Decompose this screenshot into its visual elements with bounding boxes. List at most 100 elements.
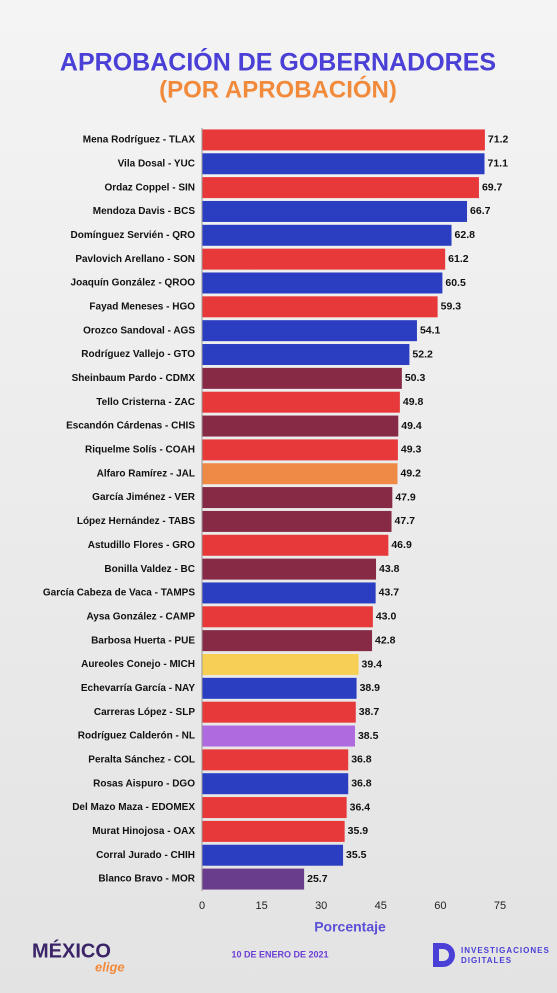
bar xyxy=(202,320,417,342)
y-tick-label: Escandón Cárdenas - CHIS xyxy=(66,421,195,432)
y-tick-label: Rodríguez Vallejo - GTO xyxy=(81,349,195,360)
bar xyxy=(202,844,344,866)
x-tick-label: 15 xyxy=(255,900,267,912)
y-tick-label: Joaquín González - QROO xyxy=(71,278,196,289)
bar xyxy=(202,415,399,437)
y-tick-label: Pavlovich Arellano - SON xyxy=(75,254,195,265)
bar xyxy=(202,367,402,389)
x-tick-label: 75 xyxy=(494,900,506,912)
bar xyxy=(202,177,479,199)
bar xyxy=(202,344,410,366)
y-tick-label: Mendoza Davis - BCS xyxy=(93,206,196,217)
bar xyxy=(202,200,468,222)
logo-main: MÉXICO xyxy=(32,939,111,962)
y-tick-label: Barbosa Huerta - PUE xyxy=(91,635,195,646)
value-label: 71.1 xyxy=(488,158,509,170)
value-label: 36.8 xyxy=(351,754,372,766)
bar xyxy=(202,153,485,175)
value-label: 35.9 xyxy=(348,825,369,837)
y-tick-label: Murat Hinojosa - OAX xyxy=(92,826,195,837)
bar xyxy=(202,868,305,890)
value-label: 49.4 xyxy=(401,420,422,432)
y-tick-label: Ordaz Coppel - SIN xyxy=(104,182,195,193)
y-tick-label: García Jiménez - VER xyxy=(92,492,196,503)
value-label: 42.8 xyxy=(375,634,396,646)
value-label: 71.2 xyxy=(488,134,509,146)
bar xyxy=(202,749,349,771)
x-tick-label: 60 xyxy=(434,900,446,912)
y-tick-label: Peralta Sánchez - COL xyxy=(88,755,195,766)
value-label: 46.9 xyxy=(391,539,412,551)
bar xyxy=(202,248,446,270)
chart-subtitle: (POR APROBACIÓN) xyxy=(159,75,397,103)
bar xyxy=(202,773,349,795)
bar xyxy=(202,534,389,556)
value-label: 62.8 xyxy=(455,229,476,241)
bar xyxy=(202,630,373,652)
bar xyxy=(202,272,443,294)
y-tick-label: López Hernández - TABS xyxy=(77,516,195,527)
value-label: 69.7 xyxy=(482,181,503,193)
value-label: 47.9 xyxy=(395,491,416,503)
y-tick-label: Corral Jurado - CHIH xyxy=(96,850,195,861)
value-label: 60.5 xyxy=(445,277,466,289)
value-label: 54.1 xyxy=(420,324,441,336)
y-tick-label: Blanco Bravo - MOR xyxy=(98,874,195,885)
y-tick-label: Tello Cristerna - ZAC xyxy=(96,397,195,408)
value-label: 49.3 xyxy=(401,444,422,456)
y-tick-label: Mena Rodríguez - TLAX xyxy=(83,135,196,146)
x-tick-label: 0 xyxy=(199,900,205,912)
x-tick-label: 45 xyxy=(375,900,387,912)
brand-icon xyxy=(433,943,455,967)
bar xyxy=(202,797,347,819)
brand-line: INVESTIGACIONES xyxy=(461,946,550,955)
bar xyxy=(202,725,355,747)
value-label: 36.4 xyxy=(350,801,371,813)
value-label: 50.3 xyxy=(405,372,426,384)
y-tick-label: Aysa González - CAMP xyxy=(86,611,195,622)
value-label: 35.5 xyxy=(346,849,367,861)
logo-sub: elige xyxy=(95,959,125,974)
y-tick-label: Bonilla Valdez - BC xyxy=(104,564,195,575)
bar xyxy=(202,820,345,842)
value-label: 61.2 xyxy=(448,253,469,265)
y-tick-label: Rodríguez Calderón - NL xyxy=(78,731,195,742)
bar xyxy=(202,558,377,580)
bar xyxy=(202,463,398,485)
value-label: 43.8 xyxy=(379,563,400,575)
value-label: 66.7 xyxy=(470,205,491,217)
value-label: 52.2 xyxy=(412,348,433,360)
value-label: 25.7 xyxy=(307,873,328,885)
value-label: 49.2 xyxy=(400,468,421,480)
y-tick-label: Orozco Sandoval - AGS xyxy=(83,325,195,336)
y-tick-label: Astudillo Flores - GRO xyxy=(88,540,195,551)
y-tick-label: Rosas Aispuro - DGO xyxy=(93,778,195,789)
y-tick-label: García Cabeza de Vaca - TAMPS xyxy=(43,588,195,599)
value-label: 49.8 xyxy=(403,396,424,408)
bar xyxy=(202,487,393,509)
value-label: 39.4 xyxy=(362,658,383,670)
y-tick-label: Riquelme Solís - COAH xyxy=(85,445,195,456)
y-tick-label: Aureoles Conejo - MICH xyxy=(81,659,195,670)
y-tick-label: Carreras López - SLP xyxy=(94,707,195,718)
bar xyxy=(202,510,392,532)
y-tick-label: Del Mazo Maza - EDOMEX xyxy=(72,802,195,813)
brand-line: DIGITALES xyxy=(461,956,512,965)
value-label: 38.5 xyxy=(358,730,379,742)
y-tick-label: Sheinbaum Pardo - CDMX xyxy=(72,373,196,384)
y-tick-label: Echevarría García - NAY xyxy=(81,683,195,694)
value-label: 43.7 xyxy=(379,587,400,599)
value-label: 43.0 xyxy=(376,611,397,623)
date: 10 DE ENERO DE 2021 xyxy=(231,949,328,959)
value-label: 36.8 xyxy=(351,777,372,789)
bar xyxy=(202,224,452,246)
value-label: 38.9 xyxy=(360,682,381,694)
bar xyxy=(202,653,359,675)
y-tick-label: Domínguez Servién - QRO xyxy=(71,230,196,241)
bar xyxy=(202,606,373,628)
value-label: 38.7 xyxy=(359,706,380,718)
bar xyxy=(202,296,438,318)
chart-title: APROBACIÓN DE GOBERNADORES xyxy=(60,47,496,77)
bar xyxy=(202,129,485,151)
